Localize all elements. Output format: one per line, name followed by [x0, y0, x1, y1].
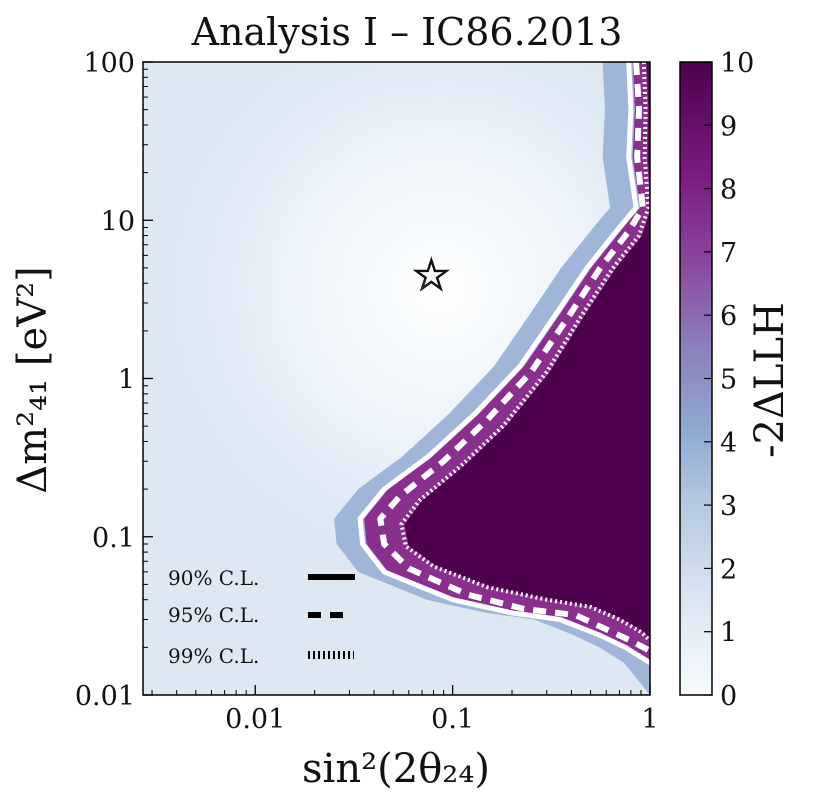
colorbar-tick-label: 6 — [720, 301, 737, 332]
colorbar-tick-label: 0 — [720, 681, 737, 712]
legend: 90% C.L. 95% C.L. 99% C.L. — [168, 566, 355, 668]
colorbar-label: -2ΔLLH — [747, 302, 793, 458]
best-fit-star-icon: ☆ — [412, 250, 451, 301]
legend-label-99: 99% C.L. — [168, 644, 259, 668]
y-tick-label: 1 — [118, 365, 135, 396]
y-tick-label: 100 — [83, 48, 135, 79]
legend-label-90: 90% C.L. — [168, 566, 259, 590]
x-tick-label: 0.1 — [431, 704, 474, 735]
colorbar-tick-label: 4 — [720, 428, 737, 459]
y-tick-label: 0.1 — [92, 523, 135, 554]
colorbar-ticks: 0 1 2 3 4 5 6 7 8 9 10 — [704, 48, 754, 712]
x-tick-label: 0.01 — [225, 704, 285, 735]
y-tick-label: 0.01 — [75, 681, 135, 712]
colorbar-tick-label: 2 — [720, 554, 737, 585]
x-axis-label: sin²(2θ₂₄) — [302, 746, 490, 792]
contour-dotted — [399, 62, 650, 643]
y-tick-label: 10 — [101, 206, 135, 237]
legend-label-95: 95% C.L. — [168, 603, 259, 627]
colorbar-tick-label: 10 — [720, 48, 754, 79]
y-axis-label: Δm²₄₁ [eV²] — [10, 266, 56, 493]
colorbar-tick-label: 1 — [720, 618, 737, 649]
contour-dashed — [377, 62, 650, 654]
y-axis-ticks: 100 10 1 0.1 0.01 — [75, 48, 153, 712]
contour-solid — [357, 62, 650, 665]
colorbar-tick-label: 9 — [720, 111, 737, 142]
colorbar-tick-label: 7 — [720, 238, 737, 269]
colorbar-tick-label: 8 — [720, 175, 737, 206]
heatmap: ☆ — [143, 62, 650, 695]
x-axis-ticks: 0.01 0.1 1 — [151, 685, 659, 735]
contour-lines — [357, 62, 650, 665]
chart-title: Analysis I – IC86.2013 — [191, 10, 623, 54]
colorbar-tick-label: 5 — [720, 365, 737, 396]
heatmap-excluded-region — [404, 62, 650, 695]
x-tick-label: 1 — [641, 704, 658, 735]
colorbar-tick-label: 3 — [720, 491, 737, 522]
